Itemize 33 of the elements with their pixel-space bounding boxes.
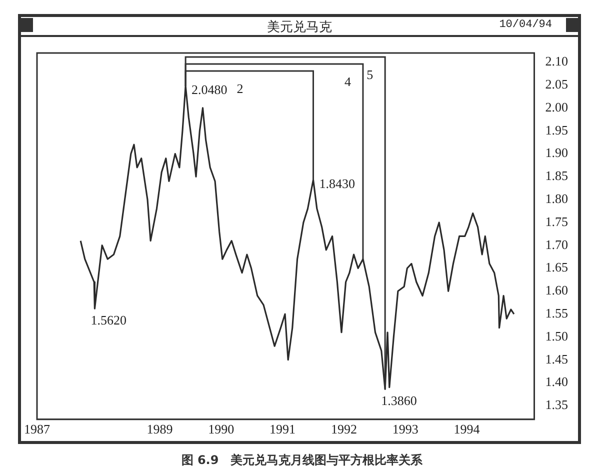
y-tick-label: 1.70: [545, 236, 568, 252]
y-tick-label: 1.65: [545, 260, 568, 275]
y-tick-label: 1.60: [545, 282, 568, 298]
x-tick-label: 1990: [208, 422, 234, 437]
chart-title: 美元兑马克: [267, 19, 332, 34]
annotation: 1.3860: [381, 393, 417, 408]
annotation: 1.8430: [319, 176, 355, 191]
x-tick-label: 1987: [24, 422, 50, 437]
annotation: 5: [366, 66, 374, 82]
x-tick-label: 1992: [330, 422, 357, 437]
y-tick-label: 1.50: [545, 328, 568, 344]
y-tick-label: 1.80: [545, 190, 568, 206]
y-tick-label: 1.45: [545, 351, 568, 366]
annotation: 2.0480: [192, 82, 228, 97]
y-tick-label: 1.90: [545, 145, 568, 160]
y-tick-label: 1.35: [545, 397, 568, 412]
y-tick-label: 1.75: [545, 214, 568, 229]
x-tick-label: 1989: [146, 422, 173, 437]
y-tick-label: 1.95: [545, 122, 568, 138]
annotation: 4: [344, 74, 352, 89]
annotation: 2: [236, 80, 244, 96]
y-tick-label: 2.10: [545, 54, 568, 69]
y-tick-label: 2.00: [545, 99, 568, 114]
x-tick-label: 1994: [454, 422, 480, 437]
caption: 图 6.9 美元兑马克月线图与平方根比率关系: [180, 452, 424, 469]
chart-subtitle: 10/04/94: [499, 19, 552, 31]
x-tick-label: 1993: [392, 422, 418, 437]
annotation: 1.5620: [90, 312, 126, 328]
y-tick-label: 2.05: [545, 76, 568, 92]
y-tick-label: 1.85: [545, 168, 568, 184]
y-tick-label: 1.40: [545, 374, 568, 390]
y-tick-label: 1.55: [545, 305, 568, 320]
x-tick-label: 1991: [270, 422, 296, 437]
